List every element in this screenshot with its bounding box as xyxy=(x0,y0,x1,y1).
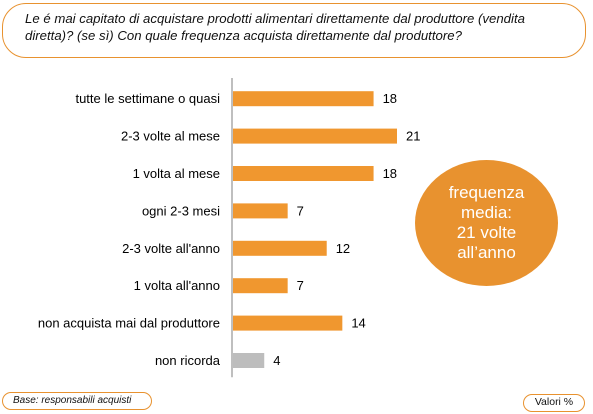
bar-6 xyxy=(233,315,343,331)
average-frequency-badge: frequenza media: 21 volte all’anno xyxy=(415,160,558,286)
values-unit-text: Valori % xyxy=(534,396,574,408)
bar-5 xyxy=(233,278,288,294)
category-label-4: 2-3 volte all'anno xyxy=(122,241,220,256)
value-label-0: 18 xyxy=(383,91,397,106)
question-text: Le é mai capitato di acquistare prodotti… xyxy=(25,11,525,43)
value-label-1: 21 xyxy=(406,129,420,144)
value-label-7: 4 xyxy=(273,353,280,368)
bar-0 xyxy=(233,91,374,107)
base-note-text: Base: responsabili acquisti xyxy=(13,395,132,406)
base-note: Base: responsabili acquisti xyxy=(2,392,152,410)
value-label-5: 7 xyxy=(297,278,304,293)
category-label-3: ogni 2-3 mesi xyxy=(142,203,220,218)
value-label-4: 12 xyxy=(336,241,350,256)
bar-1 xyxy=(233,128,397,144)
category-label-2: 1 volta al mese xyxy=(133,166,220,181)
bar-4 xyxy=(233,240,327,256)
value-label-6: 14 xyxy=(351,316,365,331)
bar-2 xyxy=(233,166,374,181)
bar-7 xyxy=(233,353,265,368)
category-label-6: non acquista mai dal produttore xyxy=(38,316,220,331)
category-label-7: non ricorda xyxy=(155,353,221,368)
category-label-5: 1 volta all'anno xyxy=(134,278,220,293)
question-box: Le é mai capitato di acquistare prodotti… xyxy=(2,3,586,58)
value-label-3: 7 xyxy=(297,203,304,218)
bars-group: tutte le settimane o quasi 18 2-3 volte al… xyxy=(38,91,420,368)
category-label-1: 2-3 volte al mese xyxy=(121,129,220,144)
category-label-0: tutte le settimane o quasi xyxy=(75,91,220,106)
bar-3 xyxy=(233,203,288,219)
value-label-2: 18 xyxy=(383,166,397,181)
average-frequency-text: frequenza media: 21 volte all’anno xyxy=(448,183,525,262)
values-unit-note: Valori % xyxy=(523,394,585,412)
